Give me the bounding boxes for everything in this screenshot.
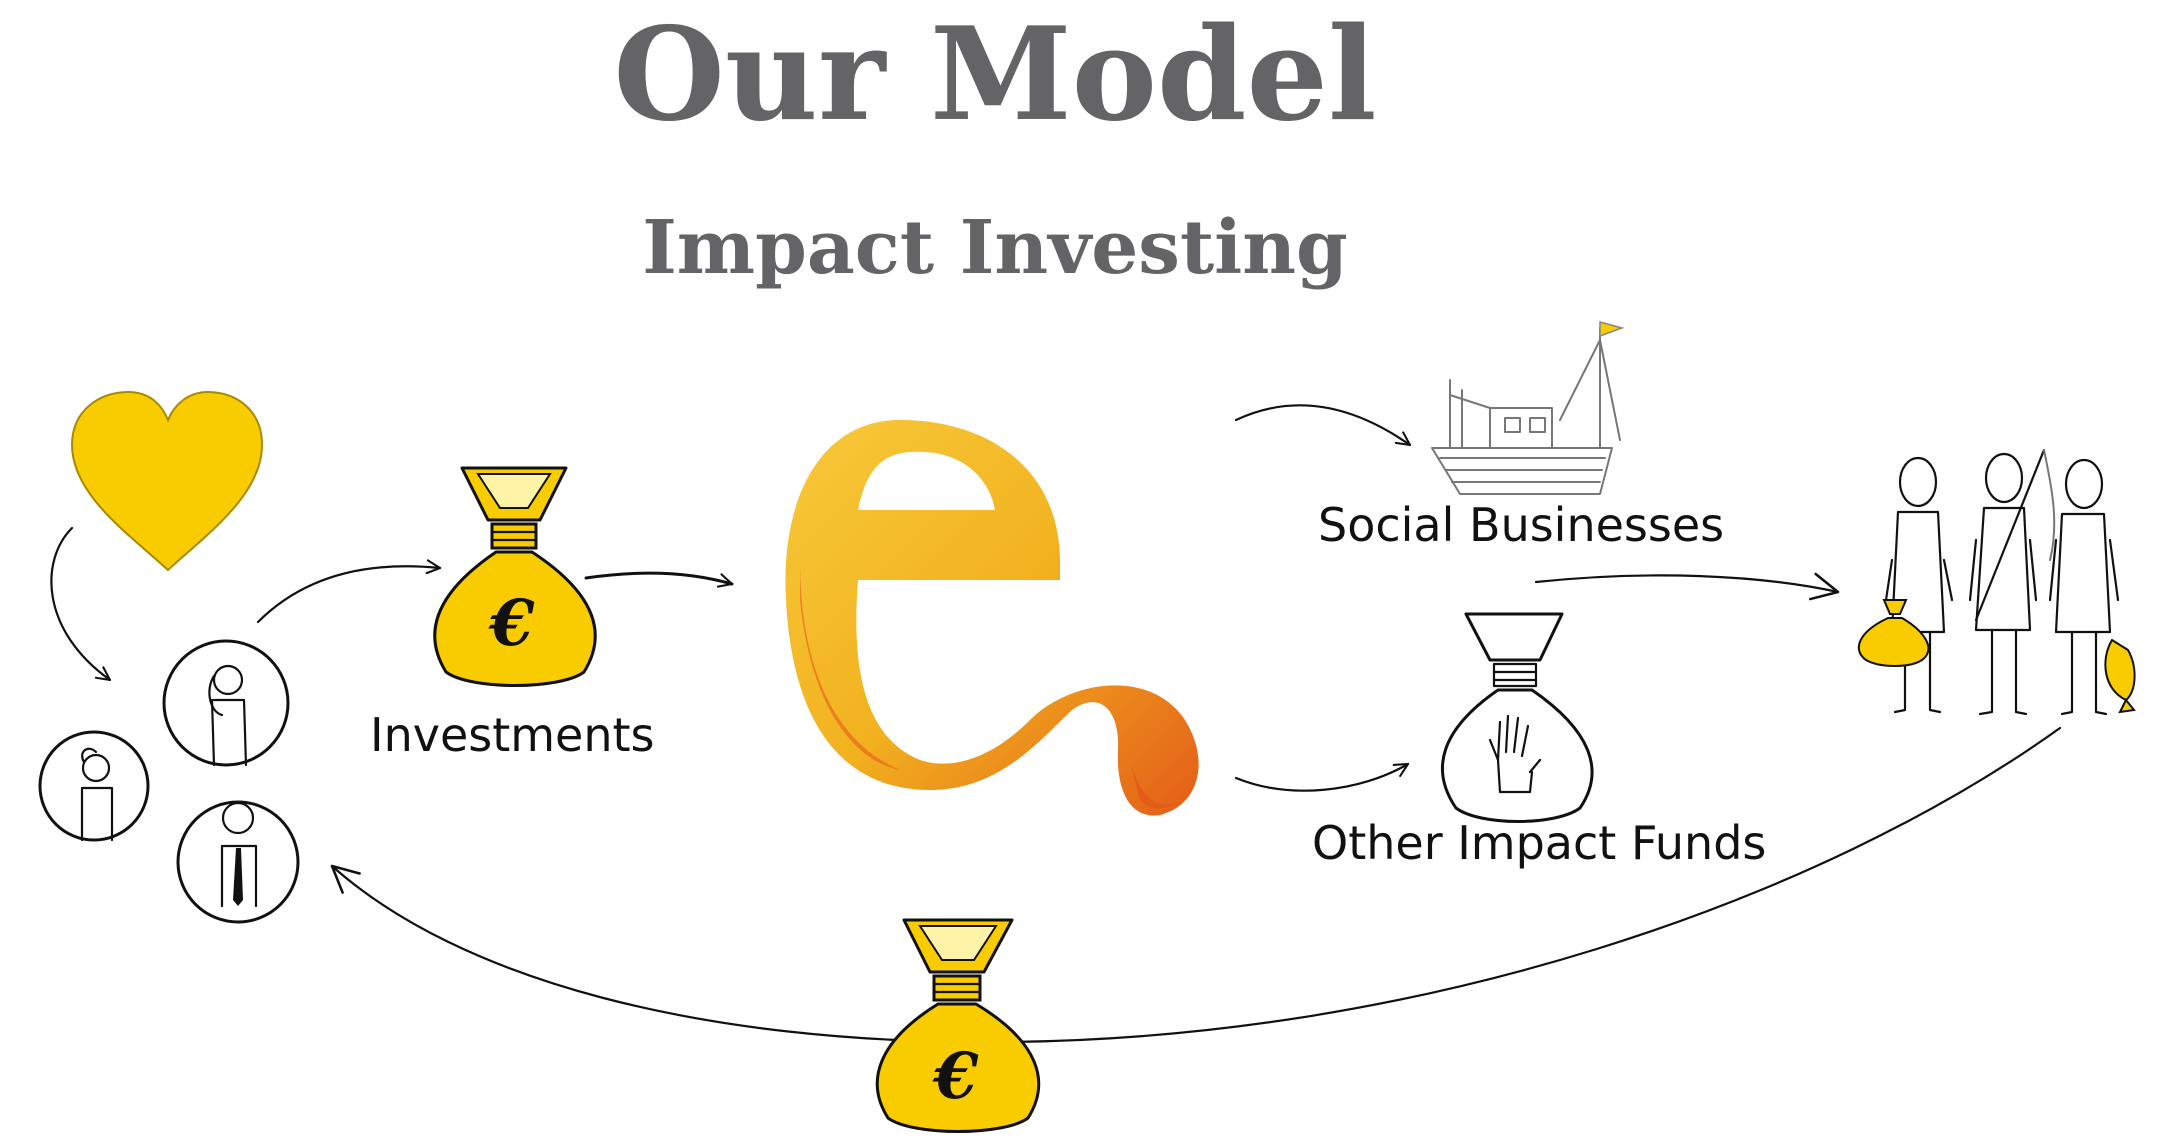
- logo-e-icon: [785, 420, 1199, 816]
- euro-symbol: €: [488, 586, 535, 661]
- fishing-boat-icon: [1431, 321, 1625, 495]
- label-other-impact-funds: Other Impact Funds: [1312, 816, 1767, 870]
- heart-icon: [70, 390, 264, 572]
- return-money-bag-icon: [875, 918, 1041, 1133]
- impact-fund-bag-icon: [1441, 612, 1594, 823]
- label-social-businesses: Social Businesses: [1318, 498, 1725, 552]
- fishermen-icon: [1857, 448, 2136, 716]
- label-investments: Investments: [370, 708, 655, 762]
- money-bag-icon: [433, 466, 597, 687]
- page-subtitle: Impact Investing: [642, 205, 1348, 291]
- page-title: Our Model: [613, 0, 1377, 150]
- return-euro-symbol: €: [932, 1039, 979, 1114]
- investors-icon: [38, 639, 300, 924]
